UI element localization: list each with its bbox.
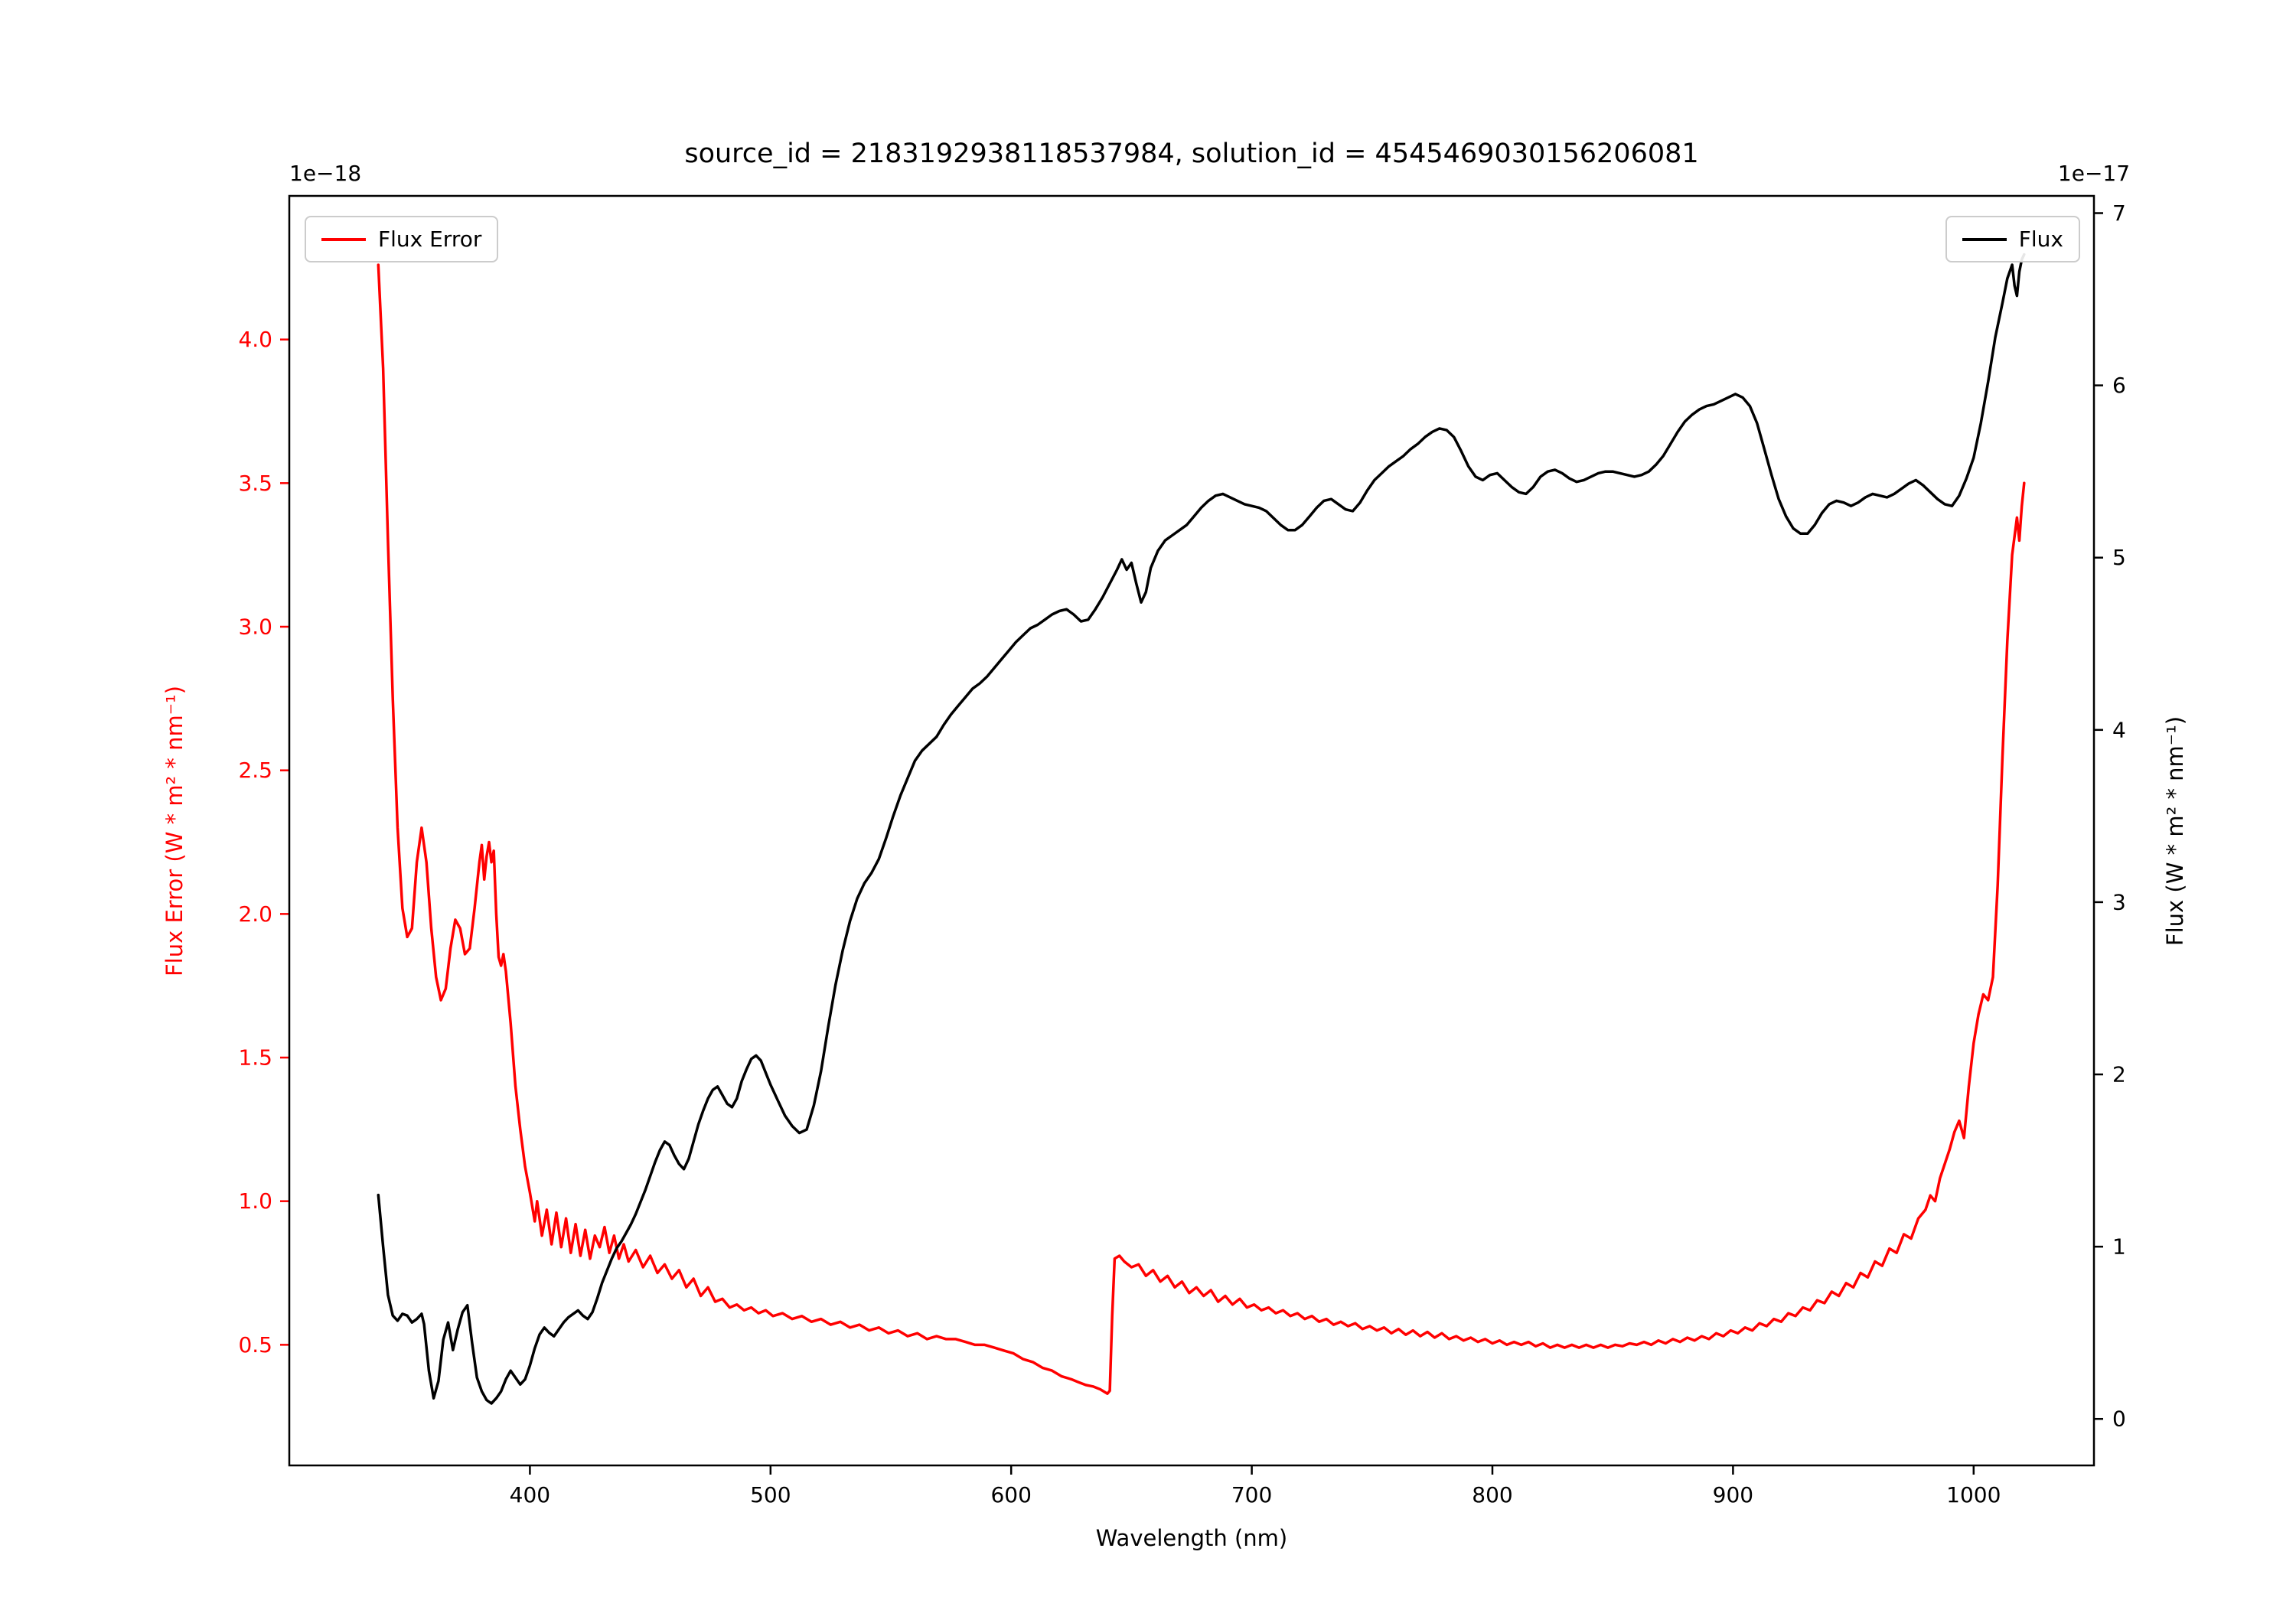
- legend-flux-label: Flux: [2018, 227, 2063, 252]
- series-layer: [377, 253, 2026, 1405]
- x-tick-label: 400: [510, 1482, 550, 1508]
- legend-flux-error-label: Flux Error: [378, 227, 482, 252]
- x-tick-label: 500: [750, 1482, 791, 1508]
- x-axis-label: Wavelength (nm): [1096, 1525, 1288, 1551]
- y-right-tick-label: 4: [2112, 717, 2126, 742]
- flux-error-line-swatch: [321, 237, 366, 241]
- y-right-tick-label: 3: [2112, 889, 2126, 914]
- x-tick-label: 800: [1472, 1482, 1512, 1508]
- y-right-tick-label: 1: [2112, 1234, 2126, 1260]
- plot-border: [288, 194, 2095, 1467]
- offset-label-left: 1e−18: [289, 161, 361, 186]
- legend-flux-error: Flux Error: [305, 216, 499, 262]
- flux-line-swatch: [1962, 237, 2007, 241]
- y-right-tick-label: 6: [2112, 373, 2126, 398]
- y-left-tick-label: 2.5: [238, 758, 272, 783]
- y-left-tick-label: 1.0: [238, 1188, 272, 1214]
- y-right-tick-label: 5: [2112, 545, 2126, 570]
- y-left-tick-label: 1.5: [238, 1045, 272, 1071]
- y-right-tick-label: 2: [2112, 1062, 2126, 1087]
- offset-label-right: 1e−17: [2058, 161, 2130, 186]
- y-axis-label-left: Flux Error (W * m² * nm⁻¹): [161, 686, 188, 976]
- y-right-tick-label: 0: [2112, 1407, 2126, 1432]
- ticks-layer: 400 500 600 700 800 900 1000 0.5 1.0 1.5 2.0 2.5 3.0…: [238, 200, 2125, 1508]
- x-tick-label: 700: [1231, 1482, 1272, 1508]
- x-tick-label: 1000: [1946, 1482, 2001, 1508]
- y-left-tick-label: 0.5: [238, 1332, 272, 1358]
- x-tick-label: 900: [1713, 1482, 1753, 1508]
- y-right-tick-label: 7: [2112, 200, 2126, 226]
- chart-title: source_id = 2183192938118537984, solutio…: [684, 139, 1698, 169]
- y-left-tick-label: 2.0: [238, 901, 272, 927]
- flux-line: [377, 253, 2026, 1405]
- legend-flux: Flux: [1945, 216, 2080, 262]
- y-left-tick-label: 3.0: [238, 614, 272, 640]
- flux-error-line: [377, 263, 2026, 1395]
- y-left-tick-label: 3.5: [238, 471, 272, 496]
- y-axis-label-right: Flux (W * m² * nm⁻¹): [2162, 716, 2188, 946]
- y-left-tick-label: 4.0: [238, 327, 272, 352]
- x-tick-label: 600: [990, 1482, 1031, 1508]
